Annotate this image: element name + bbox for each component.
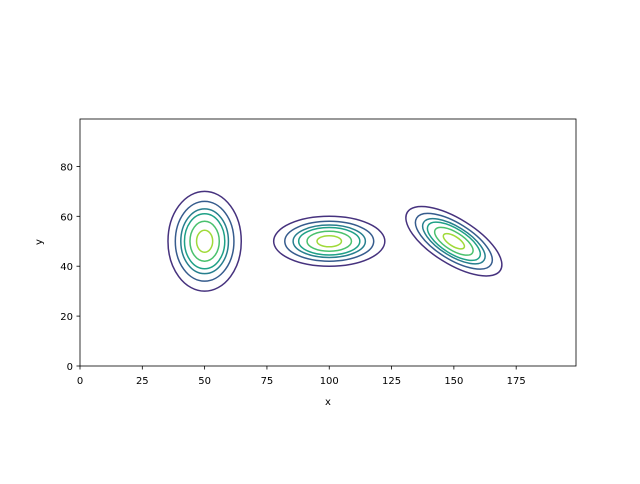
contour-line xyxy=(306,230,353,252)
x-axis-label: x xyxy=(325,397,331,408)
contour-line xyxy=(174,200,235,282)
contour-line xyxy=(433,226,474,256)
contour-line xyxy=(442,232,466,250)
x-tick-label: 0 xyxy=(77,376,83,387)
x-tick-label: 175 xyxy=(507,376,526,387)
y-tick-label: 40 xyxy=(60,262,73,273)
contour-line xyxy=(180,208,230,275)
contour-line xyxy=(405,205,503,277)
contour-line xyxy=(421,217,486,265)
y-tick-label: 80 xyxy=(60,162,73,173)
contour-line xyxy=(292,224,367,259)
y-tick-label: 20 xyxy=(60,312,73,323)
contour-line xyxy=(316,235,343,248)
contour-line xyxy=(297,226,361,256)
y-tick-label: 60 xyxy=(60,212,73,223)
x-tick-label: 75 xyxy=(261,376,274,387)
plot-frame xyxy=(79,118,577,367)
x-tick-label: 150 xyxy=(444,376,463,387)
contour-line xyxy=(426,221,482,262)
contour-line xyxy=(183,213,226,270)
x-tick-label: 50 xyxy=(198,376,211,387)
contour-line xyxy=(167,190,243,292)
contour-line xyxy=(189,220,221,262)
y-axis-label: y xyxy=(34,239,45,245)
x-tick-label: 25 xyxy=(136,376,149,387)
y-tick-label: 0 xyxy=(67,362,73,373)
contour-line xyxy=(284,220,375,262)
contour-line xyxy=(272,215,386,267)
x-tick-label: 100 xyxy=(320,376,339,387)
contour-line xyxy=(195,229,214,253)
contour-line xyxy=(414,212,494,270)
x-tick-label: 125 xyxy=(382,376,401,387)
